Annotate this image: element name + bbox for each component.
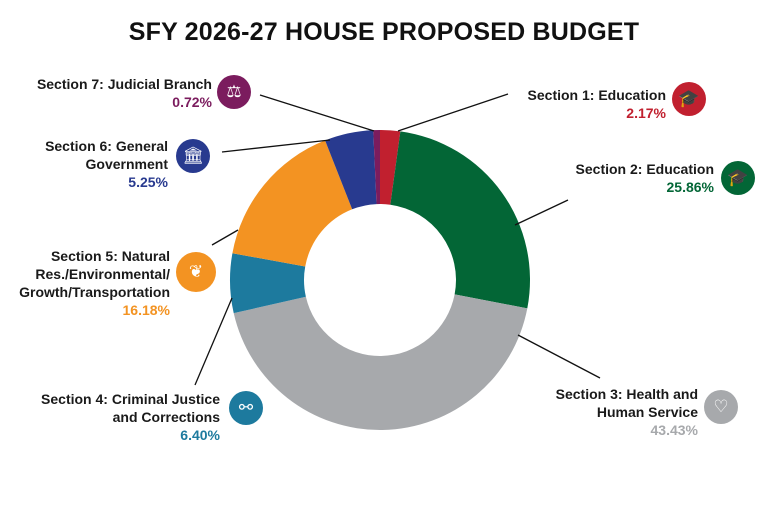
section-6-pct: 5.25% [128,174,168,190]
section-4-label: Section 4: Criminal Justice and Correcti… [41,391,220,425]
leader-line-7 [259,94,375,132]
donut-slice-section-5 [232,140,353,267]
heart-plus-icon: ♡ [704,390,738,424]
section-7-label: Section 7: Judicial Branch [36,76,212,92]
leader-line-6 [221,139,331,153]
leaf-icon: ❦ [176,252,216,292]
section-4-pct: 6.40% [180,427,220,443]
government-building-icon: 🏛 [176,139,210,173]
section-6-label: Section 6: General Government [45,138,168,172]
handcuffs-icon: ⚯ [229,391,263,425]
graduation-cap-icon: 🎓 [672,82,706,116]
graduation-cap-icon: 🎓 [721,161,755,195]
label-section-4: Section 4: Criminal Justice and Correcti… [20,390,220,444]
donut-slice-section-2 [390,131,530,309]
section-3-label: Section 3: Health and Human Service [555,386,698,420]
section-7-pct: 0.72% [172,94,212,110]
chart-title: SFY 2026-27 HOUSE PROPOSED BUDGET [128,18,640,46]
section-1-label: Section 1: Education [527,87,666,103]
section-5-label: Section 5: Natural Res./Environmental/ G… [19,248,170,300]
leader-line-5 [211,229,239,246]
section-2-label: Section 2: Education [575,161,714,177]
donut-slice-section-1 [380,130,401,205]
donut-slice-section-4 [230,253,306,314]
section-2-pct: 25.86% [666,179,714,195]
scales-icon: ⚖ [217,75,251,109]
leader-line-4 [194,297,233,386]
donut-slice-section-3 [233,294,528,430]
label-section-1: Section 1: Education 2.17% [528,86,666,122]
label-section-3: Section 3: Health and Human Service 43.4… [533,385,698,439]
section-3-pct: 43.43% [650,422,698,438]
leader-line-1 [397,93,509,132]
section-1-pct: 2.17% [626,105,666,121]
label-section-7: Section 7: Judicial Branch 0.72% [37,75,212,111]
label-section-6: Section 6: General Government 5.25% [28,137,168,191]
leader-line-2 [514,199,569,226]
donut-slice-section-6 [325,130,377,210]
leader-line-3 [517,334,601,379]
section-5-pct: 16.18% [122,302,170,318]
label-section-2: Section 2: Education 25.86% [576,160,714,196]
donut-slice-section-7 [373,130,380,205]
label-section-5: Section 5: Natural Res./Environmental/ G… [0,247,170,319]
